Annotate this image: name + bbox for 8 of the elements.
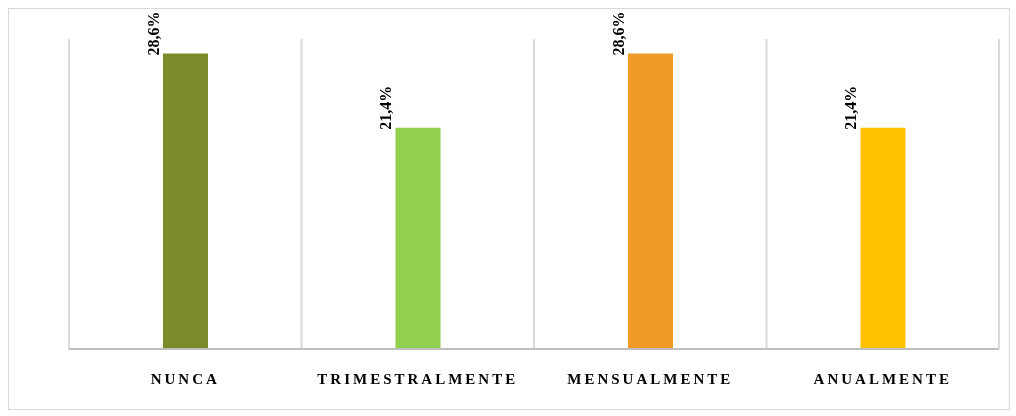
x-tick-label: TRIMESTRALMENTE bbox=[317, 370, 519, 387]
data-label: 21,4% bbox=[842, 85, 860, 130]
data-label: 28,6% bbox=[145, 11, 162, 56]
data-label: 28,6% bbox=[610, 11, 627, 56]
x-tick-label: NUNCA bbox=[150, 370, 220, 387]
data-label: 21,4% bbox=[377, 85, 395, 130]
x-tick-label: ANUALMENTE bbox=[813, 370, 952, 387]
x-tick-label: MENSUALMENTE bbox=[567, 370, 734, 387]
